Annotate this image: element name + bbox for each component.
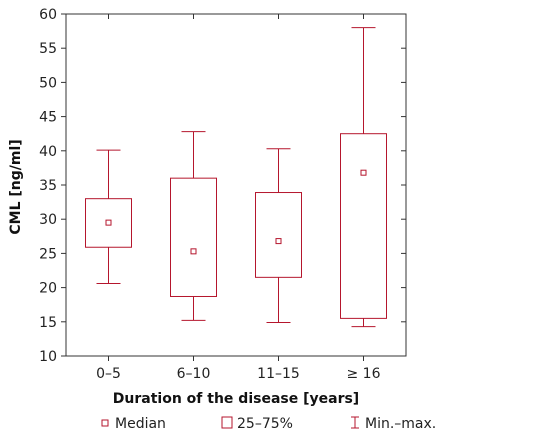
- legend-label: Median: [115, 416, 166, 432]
- y-tick-label: 40: [39, 144, 57, 160]
- x-tick-label: 0–5: [96, 366, 121, 382]
- legend: Median 25–75% Min.–max.: [101, 416, 436, 432]
- iqr-box: [170, 177, 217, 297]
- median-marker: [105, 219, 112, 226]
- y-tick-label: 55: [39, 41, 57, 57]
- box-group: [85, 149, 132, 284]
- x-tick-label: 6–10: [177, 366, 211, 382]
- legend-label: Min.–max.: [365, 416, 436, 432]
- x-tick-label: 11–15: [257, 366, 300, 382]
- legend-median-icon: [101, 419, 109, 427]
- y-tick-label: 35: [39, 178, 57, 194]
- y-tick-label: 60: [39, 7, 57, 23]
- median-marker: [190, 248, 197, 255]
- legend-item: 25–75%: [221, 416, 293, 432]
- legend-label: 25–75%: [237, 416, 293, 432]
- x-axis-title: Duration of the disease [years]: [113, 391, 359, 407]
- legend-item: Min.–max.: [351, 416, 436, 432]
- boxes: [85, 27, 387, 328]
- y-tick-label: 20: [39, 281, 57, 297]
- iqr-box: [340, 133, 387, 319]
- y-tick-label: 25: [39, 246, 57, 262]
- y-tick-label: 15: [39, 315, 57, 331]
- median-marker: [275, 238, 282, 245]
- iqr-box: [255, 192, 302, 278]
- y-tick-label: 45: [39, 110, 57, 126]
- legend-box-icon: [221, 416, 233, 429]
- y-axis-title: CML [ng/ml]: [8, 139, 24, 234]
- box-group: [340, 27, 387, 328]
- box-group: [170, 131, 217, 321]
- axes: 10 15 20 25 30 35 40 45 50 55 60 0–5 6–10 11–15 ≥ 16: [39, 7, 407, 382]
- x-tick-label: ≥ 16: [347, 366, 381, 382]
- legend-item: Median: [101, 416, 166, 432]
- y-tick-label: 50: [39, 75, 57, 91]
- box-group: [255, 148, 302, 323]
- y-tick-label: 10: [39, 349, 57, 365]
- y-tick-label: 30: [39, 212, 57, 228]
- median-marker: [360, 169, 367, 176]
